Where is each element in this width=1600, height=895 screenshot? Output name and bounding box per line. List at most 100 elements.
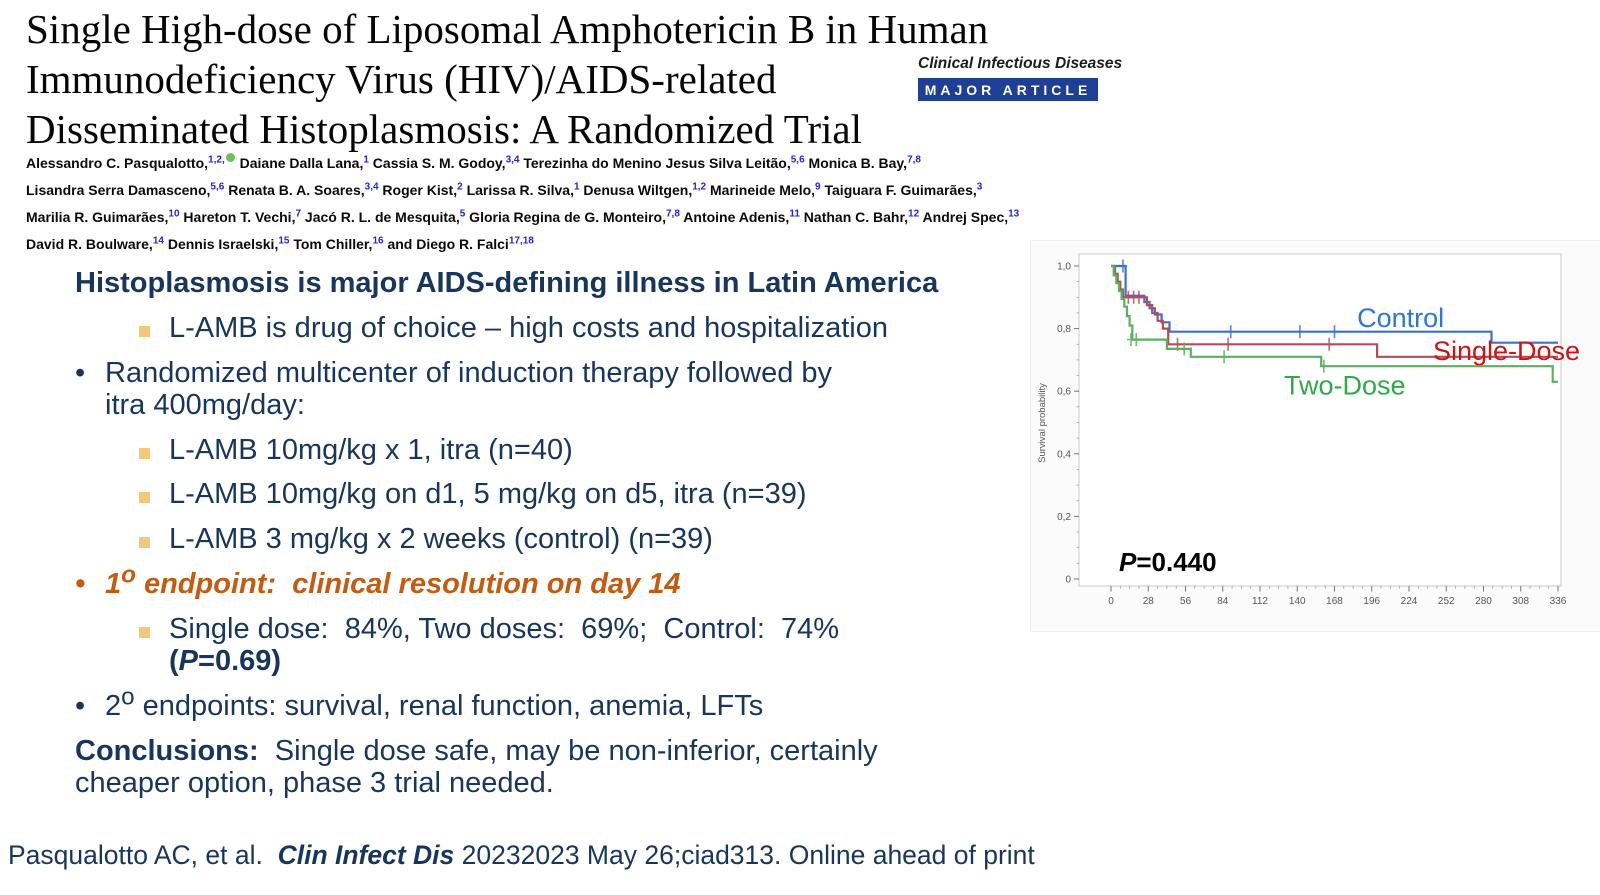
author-line: David R. Boulware,14 Dennis Israelski,15… bbox=[26, 231, 1056, 258]
text-segment: 7 bbox=[295, 208, 302, 220]
square-glyph bbox=[139, 492, 150, 504]
x-tick-label: 196 bbox=[1363, 596, 1380, 607]
journal-name: Clinical Infectious Diseases bbox=[918, 55, 1123, 72]
text-segment: P bbox=[178, 645, 199, 678]
km-label-control: Control bbox=[1357, 303, 1444, 333]
km-label-single-dose: Single-Dose bbox=[1433, 336, 1580, 366]
text-segment: 13 bbox=[1008, 208, 1020, 220]
bullet-square-icon bbox=[139, 313, 169, 345]
text-segment: 1 bbox=[363, 154, 369, 166]
author-line: Lisandra Serra Damasceno,5,6 Renata B. A… bbox=[26, 177, 1056, 204]
bullet-square-icon bbox=[139, 479, 169, 511]
text-segment: Daiane Dalla Lana, bbox=[235, 155, 364, 171]
x-tick-label: 112 bbox=[1252, 596, 1268, 607]
text-segment: Monica B. Bay, bbox=[804, 155, 908, 171]
text-segment: and Diego R. Falci bbox=[383, 236, 509, 252]
censor-marks-single-dose bbox=[1124, 290, 1334, 351]
text-segment: cheaper option, phase 3 trial needed. bbox=[75, 766, 554, 799]
text-segment: Nathan C. Bahr, bbox=[799, 209, 909, 225]
x-tick-label: 28 bbox=[1143, 596, 1155, 607]
bullet-text: Single dose: 84%, Two doses: 69%; Contro… bbox=[169, 613, 848, 678]
text-segment: 2 bbox=[457, 181, 463, 193]
text-segment: Marilia R. Guimarães, bbox=[26, 209, 169, 225]
text-segment: o bbox=[121, 561, 136, 589]
bullet-square-icon bbox=[139, 435, 169, 467]
paper-title: Single High-dose of Liposomal Amphoteric… bbox=[26, 4, 988, 154]
x-tick-label: 140 bbox=[1289, 596, 1306, 607]
paper-title-line: Single High-dose of Liposomal Amphoteric… bbox=[26, 6, 989, 52]
km-curve-single-dose bbox=[1111, 264, 1558, 358]
bullet-text: 1o endpoint: clinical resolution on day … bbox=[105, 563, 681, 601]
bullet-item: L-AMB 10mg/kg on d1, 5 mg/kg on d5, itra… bbox=[139, 479, 1035, 511]
bullet-item: L-AMB 3 mg/kg x 2 weeks (control) (n=39) bbox=[139, 523, 1035, 556]
square-glyph bbox=[139, 537, 150, 549]
text-segment: Denusa Wiltgen, bbox=[579, 182, 693, 198]
text-segment: 3,4 bbox=[505, 154, 520, 166]
text-segment: L-AMB is drug of choice – high costs and… bbox=[169, 311, 888, 344]
bullet-dot-icon: • bbox=[75, 356, 86, 389]
bullet-text: L-AMB 10mg/kg on d1, 5 mg/kg on d5, itra… bbox=[169, 479, 807, 511]
bullet-item: • 1o endpoint: clinical resolution on day… bbox=[75, 563, 1035, 601]
text-segment: 5 bbox=[459, 208, 466, 220]
text-segment: 9 bbox=[815, 181, 821, 193]
censor-marks-control bbox=[1118, 259, 1339, 339]
text-segment: endpoints: survival, renal function, ane… bbox=[134, 689, 764, 722]
text-segment: Lisandra Serra Damasceno, bbox=[26, 182, 211, 198]
text-segment: Tom Chiller, bbox=[289, 236, 373, 252]
journal-badge: MAJOR ARTICLE bbox=[918, 78, 1098, 101]
citation: Pasqualotto AC, et al. Clin Infect Dis 2… bbox=[8, 840, 1035, 871]
x-tick-label: 84 bbox=[1217, 596, 1229, 607]
text-segment: 11 bbox=[789, 208, 800, 220]
bullet-item: • Randomized multicenter of induction the… bbox=[75, 356, 1035, 422]
bullet-text: Histoplasmosis is major AIDS-defining il… bbox=[75, 267, 938, 300]
bullet-square-icon bbox=[139, 524, 169, 556]
x-tick-label: 280 bbox=[1475, 596, 1492, 607]
y-axis: 1,0 0,8 0,6 0,4 0,2 0 Survival probability bbox=[1037, 262, 1079, 586]
text-segment: ( bbox=[169, 645, 179, 678]
text-segment: 1 bbox=[105, 568, 122, 601]
text-segment: Randomized multicenter of induction ther… bbox=[105, 356, 833, 389]
square-glyph bbox=[139, 627, 150, 639]
x-tick-label: 224 bbox=[1401, 596, 1418, 607]
x-tick-label: 0 bbox=[1108, 596, 1114, 607]
x-tick-label: 308 bbox=[1512, 596, 1529, 607]
bullet-text: Conclusions: Single dose safe, may be no… bbox=[75, 734, 878, 800]
text-segment: Cassia S. M. Godoy, bbox=[368, 155, 506, 171]
text-segment: Gloria Regina de G. Monteiro, bbox=[465, 209, 666, 225]
square-glyph bbox=[139, 447, 150, 459]
km-label-two-dose: Two-Dose bbox=[1284, 370, 1406, 400]
text-segment: Dennis Israelski, bbox=[163, 236, 279, 252]
text-segment: 12 bbox=[908, 208, 920, 220]
p-value-label: P=0.440 bbox=[1119, 547, 1217, 577]
text-segment: L-AMB 10mg/kg x 1, itra (n=40) bbox=[169, 433, 573, 466]
bullet-dot-icon: • bbox=[75, 689, 86, 722]
author-list: Alessandro C. Pasqualotto,1,2, Daiane Da… bbox=[26, 150, 1056, 258]
text-segment: L-AMB 10mg/kg on d1, 5 mg/kg on d5, itra… bbox=[169, 478, 807, 511]
text-segment: Single dose safe, may be non-inferior, c… bbox=[258, 734, 878, 767]
text-segment: 3 bbox=[976, 181, 983, 193]
bullet-square-icon bbox=[139, 614, 169, 678]
text-segment: Single dose: 84%, Two doses: 69%; Contro… bbox=[169, 613, 848, 646]
text-segment: 1 bbox=[573, 181, 580, 193]
text-segment: 5,6 bbox=[210, 181, 225, 193]
text-segment: Taiguara F. Guimarães, bbox=[820, 182, 977, 198]
text-segment: Pasqualotto AC, et al. bbox=[8, 840, 278, 870]
y-tick-label: 0,4 bbox=[1057, 449, 1071, 460]
x-tick-label: 336 bbox=[1550, 596, 1567, 607]
text-segment: 7,8 bbox=[666, 208, 680, 220]
author-line: Marilia R. Guimarães,10 Hareton T. Vechi… bbox=[26, 204, 1056, 231]
text-segment: Jacó R. L. de Mesquita, bbox=[301, 209, 460, 225]
y-tick-label: 0 bbox=[1065, 575, 1071, 586]
text-segment: David R. Boulware, bbox=[26, 236, 153, 252]
text-segment: Alessandro C. Pasqualotto, bbox=[26, 155, 209, 171]
bullet-text: L-AMB 10mg/kg x 1, itra (n=40) bbox=[169, 433, 573, 467]
text-segment: Clin Infect Dis bbox=[277, 840, 455, 870]
text-segment: 17,18 bbox=[508, 235, 534, 247]
text-segment: Hareton T. Vechi, bbox=[179, 209, 296, 225]
paper-title-line: Disseminated Histoplasmosis: A Randomize… bbox=[26, 106, 862, 153]
km-curve-two-dose bbox=[1111, 264, 1558, 383]
text-segment: 1,2, bbox=[208, 154, 225, 166]
text-segment: =0.69) bbox=[198, 645, 282, 678]
y-axis-title: Survival probability bbox=[1037, 383, 1048, 463]
